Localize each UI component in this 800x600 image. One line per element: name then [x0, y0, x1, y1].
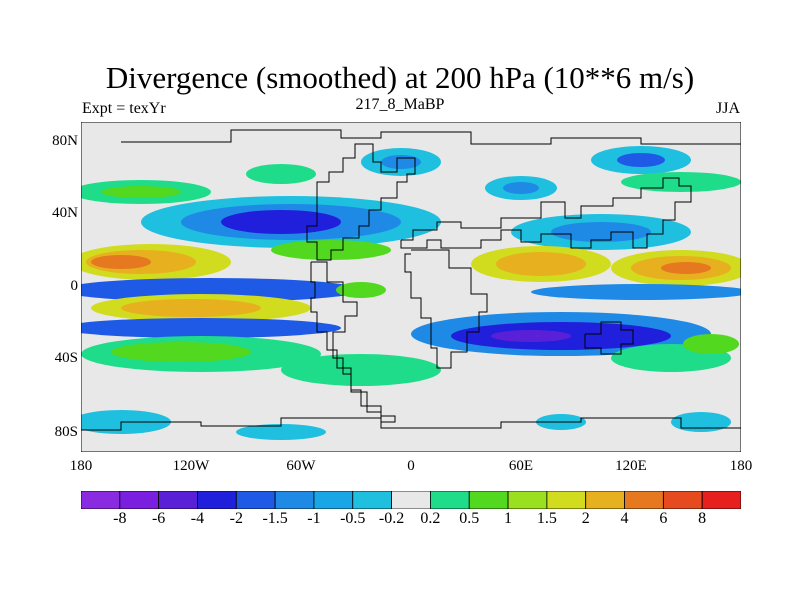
- colorbar-label: -0.5: [340, 510, 366, 527]
- colorbar-swatch: [274, 490, 315, 510]
- field-blob: [661, 262, 711, 274]
- colorbar-label: 6: [659, 510, 668, 527]
- field-blob: [503, 182, 539, 194]
- colorbar-label: -8: [113, 510, 127, 527]
- eurasia-coast: [400, 177, 692, 249]
- lon-label-60w: 60W: [286, 458, 316, 474]
- lon-label-120w: 120W: [172, 458, 210, 474]
- colorbar-label: 1.5: [536, 510, 557, 527]
- period-label: 217_8_MaBP: [355, 96, 445, 113]
- colorbar-swatch: [235, 490, 276, 510]
- lon-label-120e: 120E: [615, 458, 647, 474]
- africa-coast: [404, 249, 488, 369]
- field-blob: [61, 278, 361, 302]
- field-blob: [531, 284, 751, 300]
- colorbar-swatch: [662, 490, 703, 510]
- field-blob: [246, 164, 316, 184]
- australia-coast: [584, 321, 634, 355]
- colorbar-label: -1.5: [262, 510, 288, 527]
- field-blob: [491, 330, 571, 342]
- colorbar-swatch: [546, 490, 587, 510]
- field-blob: [61, 318, 341, 338]
- south-america-coast: [310, 261, 396, 423]
- colorbar-label: -4: [190, 510, 205, 527]
- lat-label-40s: 40S: [54, 350, 78, 366]
- colorbar-label: 0.5: [459, 510, 480, 527]
- field-blob: [111, 342, 251, 362]
- lon-label-0: 0: [407, 458, 415, 474]
- colorbar-swatch: [585, 490, 625, 510]
- field-blob: [671, 412, 731, 432]
- field-blob: [496, 252, 586, 276]
- colorbar: [80, 490, 742, 510]
- colorbar-label: 2: [581, 510, 590, 527]
- field-blob: [221, 210, 341, 234]
- colorbar-swatch: [468, 490, 509, 510]
- colorbar-swatch: [119, 490, 160, 510]
- colorbar-swatch: [158, 490, 198, 510]
- lat-label-80n: 80N: [52, 133, 78, 149]
- lat-label-40n: 40N: [52, 205, 78, 221]
- field-blob: [101, 186, 181, 198]
- colorbar-swatch: [430, 490, 470, 510]
- colorbar-label: 1: [504, 510, 513, 527]
- colorbar-label: -1: [307, 510, 321, 527]
- field-blob: [121, 299, 261, 317]
- season-label: JJA: [715, 100, 740, 117]
- colorbar-swatch: [352, 490, 392, 510]
- lat-label-0: 0: [70, 278, 79, 294]
- antarctica-coast: [81, 417, 741, 431]
- lat-label-80s: 80S: [54, 424, 78, 440]
- lon-label-60e: 60E: [508, 458, 534, 474]
- colorbar-label: -6: [151, 510, 166, 527]
- divergence-map: [61, 121, 751, 453]
- field-blob: [91, 255, 151, 269]
- colorbar-swatch: [507, 490, 548, 510]
- colorbar-label: -0.2: [378, 510, 405, 527]
- field-blob: [617, 153, 665, 167]
- colorbar-swatch: [80, 490, 121, 510]
- map-canvas: [61, 121, 751, 453]
- experiment-label: Expt = texYr: [82, 100, 166, 117]
- lon-label-180w: 180: [69, 458, 93, 474]
- colorbar-swatch: [313, 490, 354, 510]
- field-blob: [336, 282, 386, 298]
- colorbar-label: 8: [698, 510, 707, 527]
- field-blob: [281, 354, 441, 386]
- field-blob: [551, 222, 651, 242]
- colorbar-label: 0.2: [420, 510, 441, 527]
- colorbar-swatch: [391, 490, 431, 510]
- colorbar-swatch: [624, 490, 664, 510]
- plot-title: Divergence (smoothed) at 200 hPa (10**6 …: [105, 60, 695, 95]
- colorbar-swatch: [197, 490, 237, 510]
- field-blob: [236, 424, 326, 440]
- field-blob: [683, 334, 739, 354]
- colorbar-swatch: [701, 490, 742, 510]
- lon-label-180e: 180: [729, 458, 753, 474]
- field-blob: [621, 172, 741, 192]
- north-america-coast: [306, 143, 416, 261]
- arctic-coast: [121, 129, 741, 145]
- colorbar-swatches: [80, 490, 742, 510]
- colorbar-label: 4: [620, 510, 629, 527]
- colorbar-label: -2: [229, 510, 243, 527]
- coastlines: [81, 129, 741, 431]
